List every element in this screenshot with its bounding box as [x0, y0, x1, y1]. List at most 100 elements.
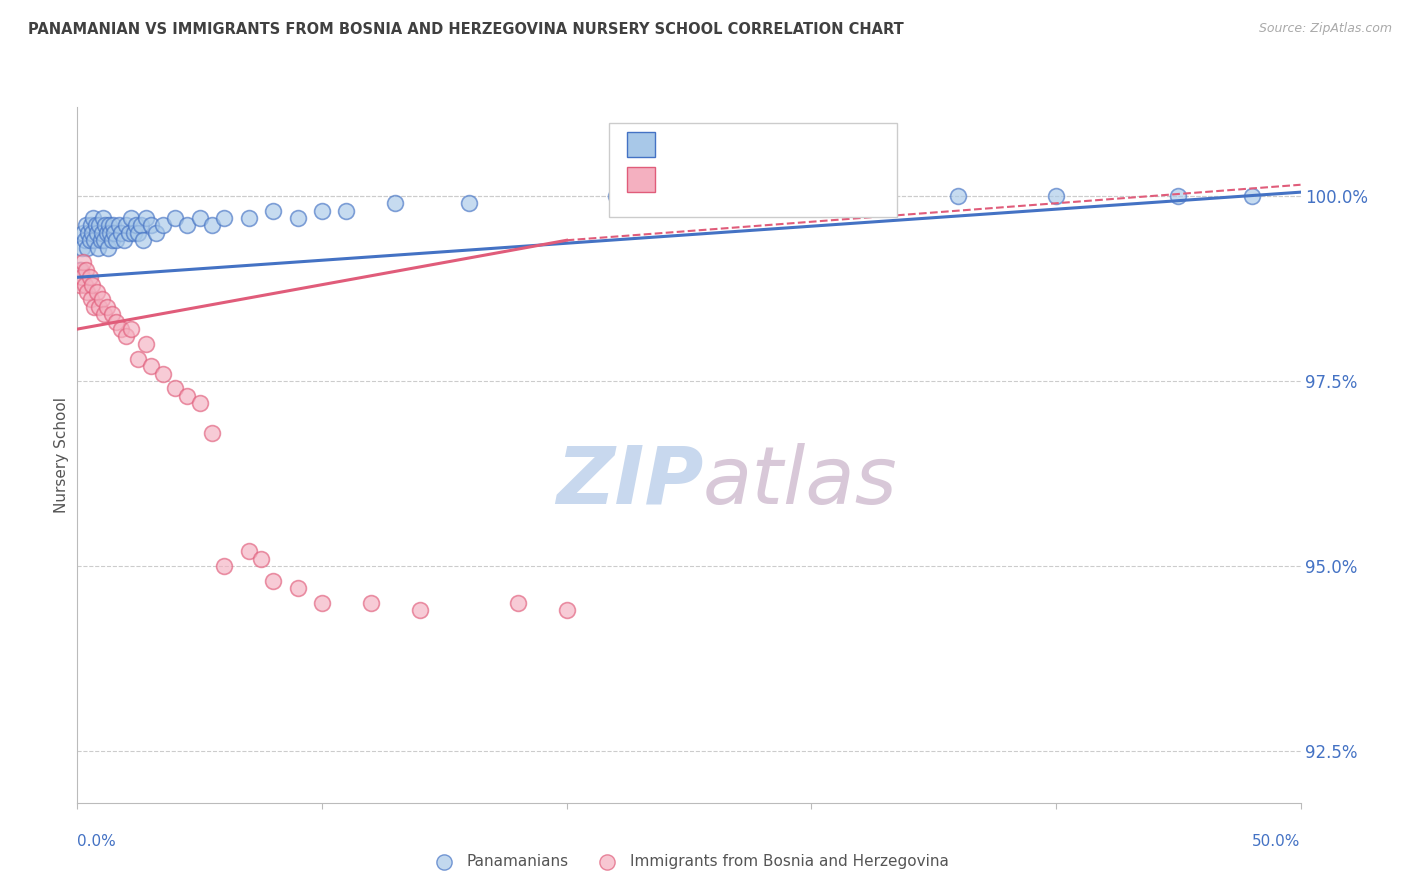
Point — [112, 233, 135, 247]
Point — [122, 226, 145, 240]
Point — [89, 300, 111, 314]
Point — [120, 322, 142, 336]
Text: 50.0%: 50.0% — [1253, 834, 1301, 849]
Point — [96, 300, 118, 314]
Point — [96, 226, 118, 240]
Point — [262, 574, 284, 588]
Point — [90, 233, 112, 247]
Point — [1045, 189, 1067, 203]
Point — [946, 189, 969, 203]
Point — [287, 581, 309, 595]
Point — [70, 270, 93, 285]
Point — [93, 307, 115, 321]
Text: ZIP: ZIP — [555, 442, 703, 521]
Point — [1240, 189, 1263, 203]
Point — [98, 226, 121, 240]
Point — [90, 293, 112, 307]
Point — [70, 241, 93, 255]
Point — [1167, 189, 1189, 203]
Point — [82, 211, 104, 225]
Point — [335, 203, 357, 218]
Point — [212, 558, 235, 573]
Text: R = 0.550   N = 62: R = 0.550 N = 62 — [662, 136, 832, 153]
Point — [94, 219, 117, 233]
Point — [72, 255, 94, 269]
Point — [250, 551, 273, 566]
Point — [79, 233, 101, 247]
Point — [103, 226, 125, 240]
Point — [110, 226, 132, 240]
Point — [75, 219, 97, 233]
Point — [152, 219, 174, 233]
Point — [118, 226, 141, 240]
Text: atlas: atlas — [703, 442, 898, 521]
Point — [80, 219, 103, 233]
Point — [132, 233, 155, 247]
Point — [73, 277, 96, 292]
Point — [238, 544, 260, 558]
Point — [90, 226, 112, 240]
Point — [73, 233, 96, 247]
Point — [238, 211, 260, 225]
Text: Source: ZipAtlas.com: Source: ZipAtlas.com — [1258, 22, 1392, 36]
Point — [384, 196, 406, 211]
Point — [751, 196, 773, 211]
Point — [115, 219, 138, 233]
Point — [135, 211, 157, 225]
Point — [176, 389, 198, 403]
Text: 0.0%: 0.0% — [77, 834, 117, 849]
Point — [80, 226, 103, 240]
Point — [108, 219, 131, 233]
Point — [93, 233, 115, 247]
Point — [262, 203, 284, 218]
Point — [120, 211, 142, 225]
Point — [115, 329, 138, 343]
Point — [212, 211, 235, 225]
Point — [101, 219, 124, 233]
Point — [83, 300, 105, 314]
Point — [77, 226, 100, 240]
Point — [605, 189, 627, 203]
Point — [69, 277, 91, 292]
Point — [555, 603, 578, 617]
Point — [139, 359, 162, 373]
Point — [91, 211, 114, 225]
Point — [70, 263, 93, 277]
Point — [98, 219, 121, 233]
Point — [84, 219, 107, 233]
Point — [69, 263, 91, 277]
Point — [86, 226, 108, 240]
Point — [145, 226, 167, 240]
Point — [75, 263, 97, 277]
Point — [105, 315, 128, 329]
Text: R =  0.212   N = 39: R = 0.212 N = 39 — [662, 170, 838, 188]
Point — [79, 270, 101, 285]
Y-axis label: Nursery School: Nursery School — [53, 397, 69, 513]
Point — [165, 381, 187, 395]
Point — [457, 196, 479, 211]
Point — [80, 293, 103, 307]
Point — [125, 219, 148, 233]
Point — [188, 396, 211, 410]
Point — [89, 219, 111, 233]
Point — [287, 211, 309, 225]
Point — [76, 241, 98, 255]
Point — [72, 226, 94, 240]
Point — [86, 285, 108, 299]
Point — [100, 233, 122, 247]
Point — [87, 241, 110, 255]
Point — [135, 337, 157, 351]
Point — [165, 211, 187, 225]
Point — [409, 603, 432, 617]
Point — [97, 241, 120, 255]
Legend: Panamanians, Immigrants from Bosnia and Herzegovina: Panamanians, Immigrants from Bosnia and … — [423, 848, 955, 875]
Point — [188, 211, 211, 225]
Point — [110, 322, 132, 336]
Point — [80, 277, 103, 292]
Point — [128, 351, 150, 366]
Point — [100, 307, 122, 321]
Point — [201, 425, 224, 440]
Point — [129, 219, 152, 233]
Point — [83, 233, 105, 247]
Point — [139, 219, 162, 233]
